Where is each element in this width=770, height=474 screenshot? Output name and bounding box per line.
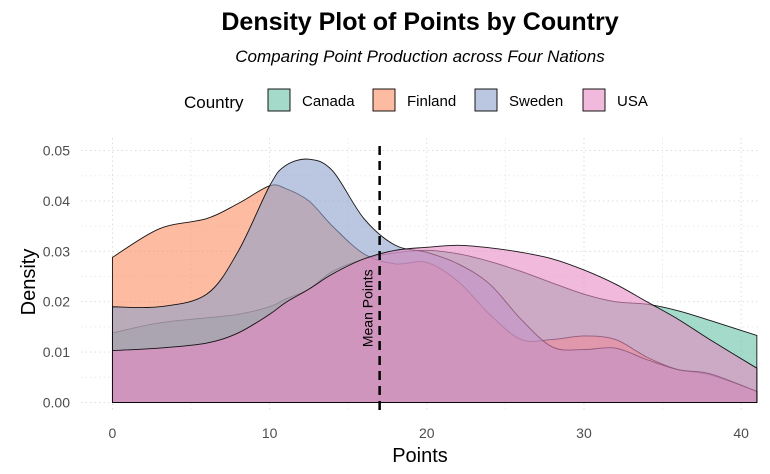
y-tick-label: 0.02: [43, 294, 70, 310]
density-areas: [111, 158, 758, 403]
x-tick-label: 30: [576, 425, 592, 441]
y-tick-label: 0.05: [43, 143, 70, 159]
legend-key-usa: [582, 88, 606, 112]
legend-label-finland: Finland: [407, 93, 456, 110]
legend: Country Canada Finland Sweden USA: [184, 88, 648, 112]
y-tick-label: 0.04: [43, 193, 70, 209]
x-axis-title: Points: [392, 445, 448, 467]
y-tick-label: 0.00: [43, 394, 70, 410]
legend-key-canada: [267, 88, 291, 112]
mean-points-label: Mean Points: [360, 269, 376, 347]
legend-key-finland: [372, 88, 396, 112]
legend-label-usa: USA: [617, 93, 648, 110]
x-tick-label: 40: [733, 425, 749, 441]
x-tick-label: 10: [262, 425, 278, 441]
legend-title: Country: [184, 93, 244, 112]
legend-label-canada: Canada: [302, 93, 355, 110]
chart-subtitle: Comparing Point Production across Four N…: [235, 47, 605, 66]
y-tick-label: 0.03: [43, 243, 70, 259]
density-area-usa: [111, 244, 758, 403]
y-tick-label: 0.01: [43, 344, 70, 360]
x-tick-label: 20: [419, 425, 435, 441]
legend-label-sweden: Sweden: [509, 93, 563, 110]
x-tick-label: 0: [109, 425, 117, 441]
y-axis-ticks: 0.00 0.01 0.02 0.03 0.04 0.05: [43, 143, 70, 411]
legend-key-sweden: [474, 88, 498, 112]
x-axis-ticks: 0 10 20 30 40: [109, 425, 750, 441]
chart-title: Density Plot of Points by Country: [221, 8, 618, 36]
y-axis-title: Density: [18, 249, 40, 316]
